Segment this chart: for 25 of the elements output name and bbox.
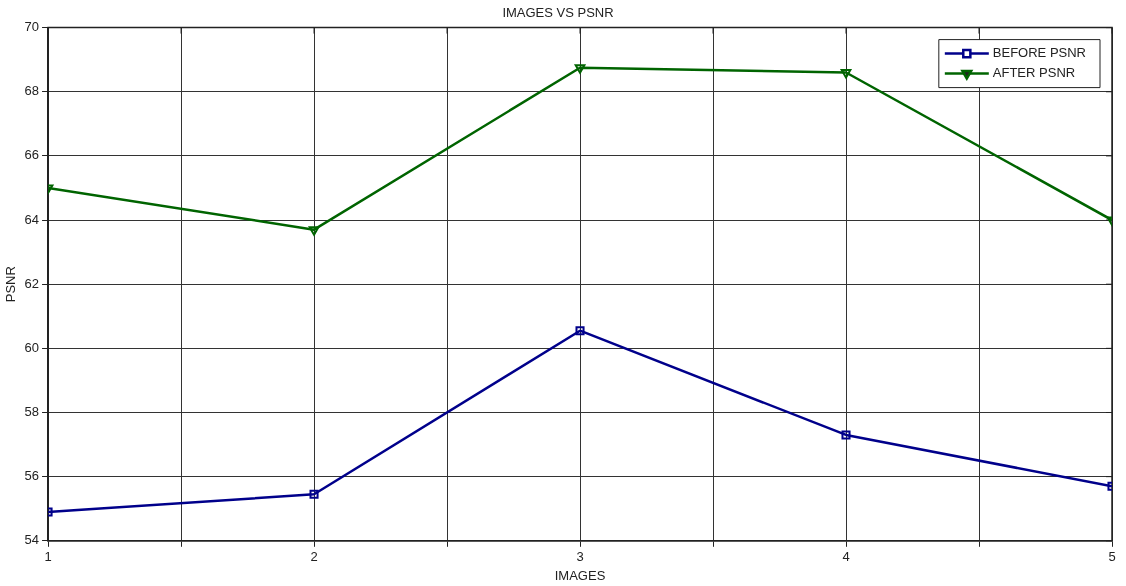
point <box>575 326 585 336</box>
point <box>841 430 851 440</box>
x-tick-label: 4 <box>842 549 850 565</box>
y-tick-label: 68 <box>24 83 40 99</box>
point <box>308 226 320 236</box>
y-axis-title: PSNR <box>3 266 19 303</box>
chart-title: IMAGES VS PSNR <box>502 5 614 21</box>
x-axis-title: IMAGES <box>554 567 606 583</box>
point <box>574 64 586 74</box>
point <box>840 69 852 79</box>
y-tick-label: 56 <box>24 468 40 484</box>
y-tick-label: 64 <box>24 211 40 227</box>
legend-label: AFTER PSNR <box>992 65 1076 81</box>
y-tick-label: 70 <box>24 19 40 35</box>
x-tick-label: 3 <box>576 549 584 565</box>
y-tick-label: 62 <box>24 275 40 291</box>
x-tick-label: 2 <box>310 549 318 565</box>
y-tick-label: 60 <box>24 339 40 355</box>
x-tick-label: 1 <box>44 549 52 565</box>
y-tick-label: 58 <box>24 404 40 420</box>
y-tick-label: 66 <box>24 147 40 163</box>
x-tick-label: 5 <box>1108 549 1116 565</box>
point <box>309 489 319 499</box>
y-tick-label: 54 <box>24 532 40 548</box>
legend-label: BEFORE PSNR <box>992 45 1086 61</box>
